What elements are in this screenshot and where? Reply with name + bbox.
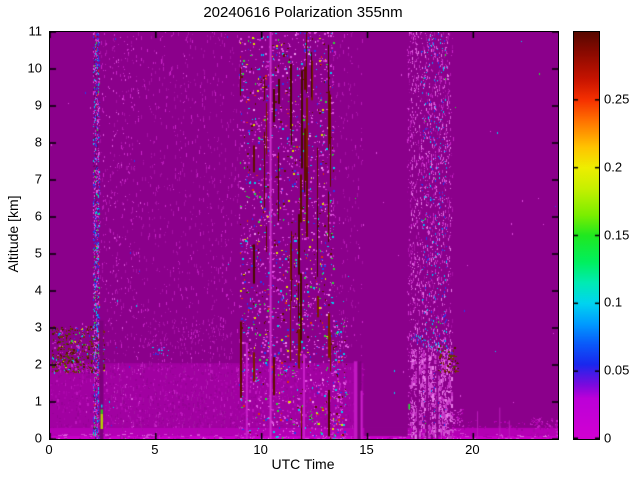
x-axis-label: UTC Time [271, 456, 335, 472]
y-tick-label: 9 [34, 97, 42, 113]
colorbar-tick-label: 0.2 [604, 159, 623, 175]
colorbar [573, 31, 600, 440]
y-tick-label: 0 [34, 430, 42, 446]
colorbar-canvas [574, 32, 599, 439]
colorbar-tick-label: 0.15 [604, 227, 630, 242]
y-tick-label: 8 [34, 134, 42, 150]
x-tick-label: 10 [253, 442, 268, 457]
x-tick-label: 5 [151, 442, 159, 457]
x-tick-label: 20 [465, 442, 480, 457]
colorbar-tick-label: 0.25 [604, 91, 630, 107]
y-tick-label: 3 [34, 319, 42, 335]
y-tick-label: 11 [28, 23, 43, 39]
x-tick-label: 15 [359, 442, 374, 457]
y-tick-label: 5 [34, 245, 42, 261]
y-tick-label: 10 [27, 60, 42, 76]
y-tick-label: 7 [34, 171, 42, 187]
y-tick-label: 1 [34, 393, 42, 409]
y-tick-label: 4 [34, 282, 42, 298]
heatmap-plot-area [49, 31, 559, 440]
heatmap-canvas [50, 32, 558, 439]
y-tick-label: 6 [34, 208, 42, 224]
colorbar-tick-label: 0.1 [604, 294, 623, 310]
colorbar-tick-label: 0.05 [604, 362, 630, 378]
y-tick-label: 2 [34, 356, 42, 372]
y-axis-label: Altitude [km] [5, 195, 21, 273]
chart-title: 20240616 Polarization 355nm [203, 4, 403, 21]
colorbar-tick-label: 0 [604, 430, 612, 446]
x-tick-label: 0 [45, 442, 53, 457]
